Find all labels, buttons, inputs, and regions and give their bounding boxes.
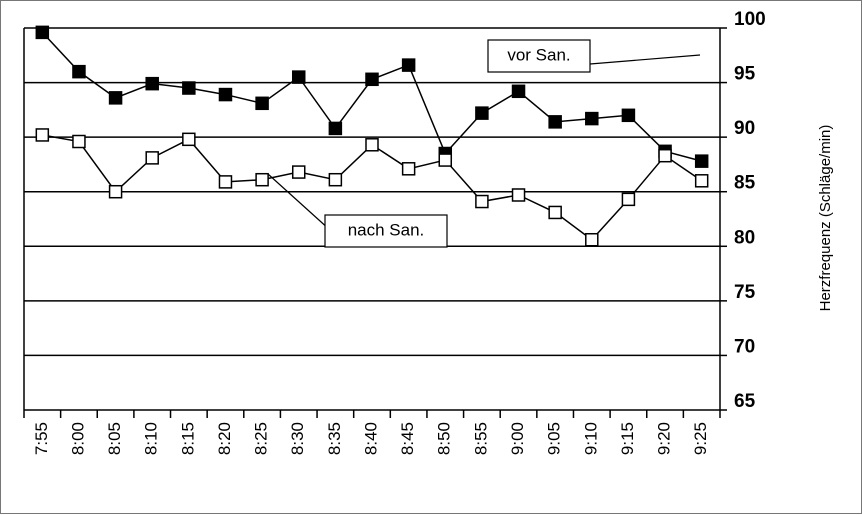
data-marker (182, 132, 196, 147)
x-tick-label: 8:05 (105, 422, 124, 455)
data-marker (585, 232, 599, 247)
data-marker (255, 96, 269, 111)
x-tick-label: 8:55 (471, 422, 490, 455)
x-tick-label: 8:50 (435, 422, 454, 455)
y-tick-label: 90 (734, 118, 755, 139)
data-marker (511, 188, 526, 202)
data-marker (658, 148, 672, 163)
data-marker (694, 174, 709, 188)
x-tick-label: 7:55 (32, 422, 51, 455)
data-marker (182, 81, 196, 95)
data-marker (218, 175, 233, 189)
y-tick-label: 80 (734, 227, 755, 248)
y-tick-label: 70 (734, 336, 755, 357)
data-marker (72, 64, 86, 79)
data-marker (291, 70, 306, 84)
x-tick-label: 9:25 (691, 422, 710, 455)
y-tick-label: 85 (734, 173, 756, 194)
data-marker (365, 138, 379, 152)
data-marker (401, 58, 416, 72)
data-marker (108, 184, 123, 199)
x-tick-label: 8:10 (142, 422, 161, 455)
x-tick-label: 8:15 (178, 422, 197, 455)
x-tick-label: 8:35 (325, 422, 344, 455)
x-tick-label: 8:30 (288, 422, 307, 455)
data-marker (475, 194, 489, 209)
x-tick-label: 9:15 (618, 422, 637, 455)
data-marker (218, 87, 233, 102)
x-tick-label: 8:00 (68, 422, 87, 455)
x-tick-label: 8:40 (361, 422, 380, 455)
x-tick-label: 8:20 (215, 422, 234, 455)
y-axis-title: Herzfrequenz (Schläge/min) (817, 125, 834, 312)
data-marker (548, 205, 562, 220)
data-marker (145, 151, 159, 165)
x-tick-label: 9:00 (508, 422, 527, 455)
data-marker (548, 115, 562, 129)
data-marker (108, 91, 123, 105)
data-marker (291, 165, 306, 179)
data-marker (621, 192, 636, 207)
x-tick-label: 9:05 (545, 422, 564, 455)
data-marker (255, 172, 269, 187)
x-tick-label: 9:20 (655, 422, 674, 455)
data-marker (145, 76, 159, 91)
y-tick-label: 95 (734, 64, 756, 85)
callout-box (487, 39, 591, 73)
callout-line (589, 54, 701, 65)
data-marker (35, 128, 50, 142)
x-tick-label: 8:45 (398, 422, 417, 455)
x-tick-label: 9:10 (581, 422, 600, 455)
data-marker (621, 108, 636, 123)
y-tick-label: 75 (734, 282, 756, 303)
data-marker (585, 111, 599, 126)
data-marker (328, 172, 343, 187)
legend-label: nach San. (348, 220, 425, 239)
data-marker (72, 134, 86, 149)
callout-box (324, 214, 448, 248)
y-tick-label: 100 (734, 9, 766, 30)
data-marker (694, 154, 709, 168)
data-marker (475, 106, 489, 120)
legend-label: vor San. (507, 45, 570, 64)
data-marker (401, 162, 416, 176)
data-marker (35, 25, 50, 40)
data-marker (438, 153, 453, 167)
y-tick-label: 65 (734, 391, 756, 412)
data-marker (328, 121, 343, 136)
data-marker (365, 72, 379, 87)
x-tick-label: 8:25 (252, 422, 271, 455)
data-marker (511, 84, 526, 99)
callout-line (267, 173, 331, 231)
